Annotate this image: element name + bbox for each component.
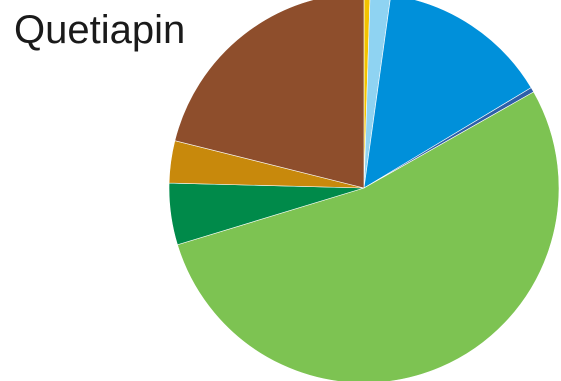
pie-slice-3 [363,0,532,189]
pie-slice-8 [174,0,365,189]
chart-title: Quetiapin [14,8,186,52]
pie-slice-5 [177,91,560,381]
pie-slices [168,0,560,381]
